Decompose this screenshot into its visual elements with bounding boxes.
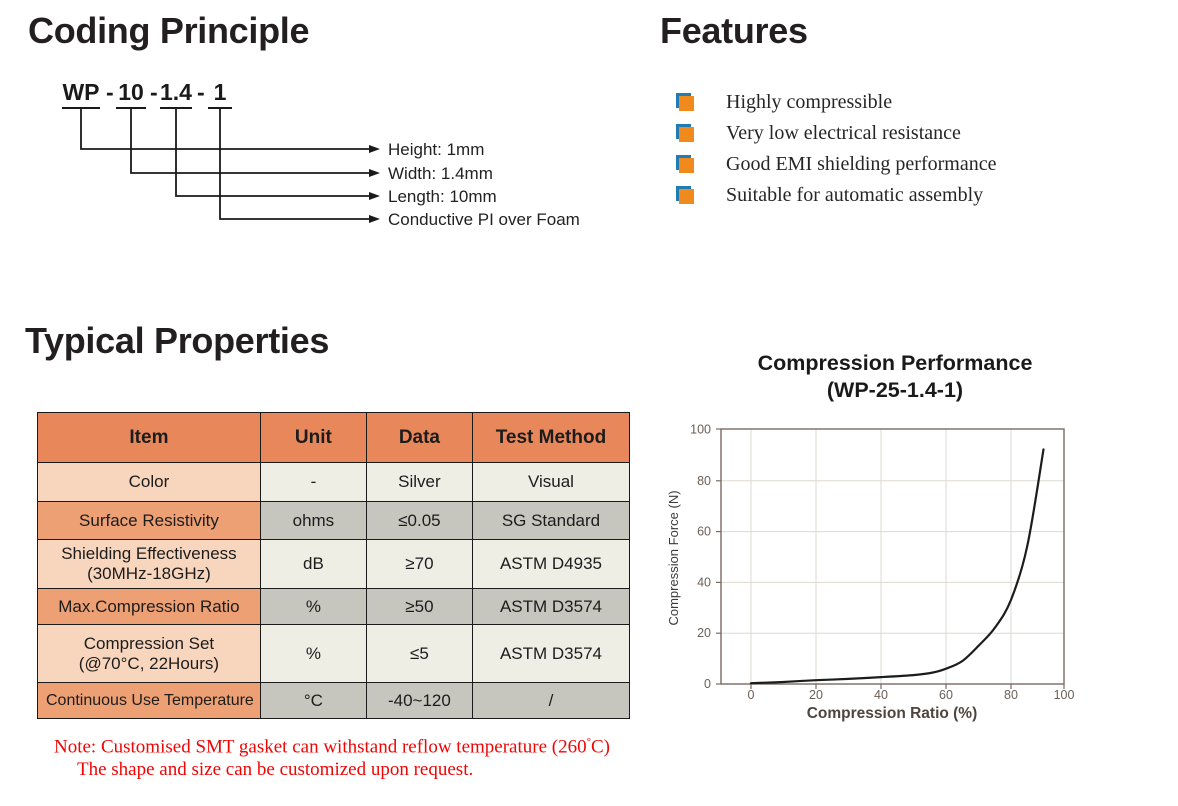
svg-text:80: 80 [1004,688,1018,702]
svg-text:40: 40 [697,575,711,589]
svg-text:60: 60 [697,525,711,539]
svg-text:40: 40 [874,688,888,702]
svg-text:100: 100 [1054,688,1075,702]
svg-text:20: 20 [809,688,823,702]
svg-text:60: 60 [939,688,953,702]
svg-text:20: 20 [697,626,711,640]
svg-text:80: 80 [697,474,711,488]
svg-text:0: 0 [704,677,711,691]
svg-text:Compression Ratio (%): Compression Ratio (%) [807,705,978,722]
svg-text:Compression Force (N): Compression Force (N) [666,490,681,625]
svg-text:0: 0 [748,688,755,702]
svg-text:100: 100 [690,423,711,437]
